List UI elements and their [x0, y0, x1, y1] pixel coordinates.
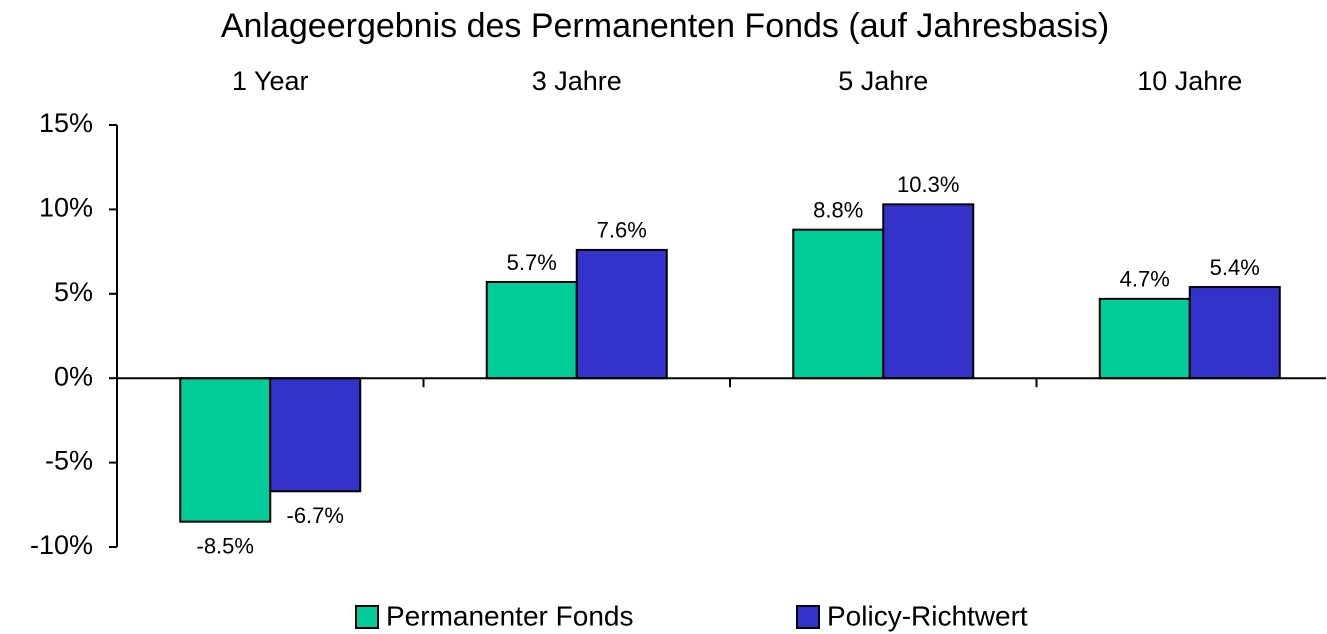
legend-label: Permanenter Fonds [386, 600, 633, 631]
bar [575, 248, 668, 380]
y-tick-label: 15% [39, 108, 93, 138]
data-label: 8.8% [813, 197, 863, 222]
bar [792, 228, 885, 380]
legend-swatch [796, 605, 820, 629]
y-tick-label: 10% [39, 193, 93, 223]
legend-label: Policy-Richtwert [827, 600, 1028, 631]
bar [269, 377, 362, 493]
bar [1188, 286, 1281, 380]
legend-swatch [355, 605, 379, 629]
y-tick-label: 5% [54, 277, 93, 307]
y-tick-label: -10% [30, 530, 93, 560]
chart-title: Anlageergebnis des Permanenten Fonds (au… [221, 7, 1109, 45]
data-label: -8.5% [197, 533, 254, 558]
y-tick-label: -5% [45, 446, 93, 476]
y-tick-label: 0% [54, 361, 93, 391]
bar [1098, 297, 1191, 380]
data-label: 7.6% [597, 218, 647, 243]
data-label: 10.3% [897, 172, 959, 197]
bar [485, 280, 578, 380]
data-label: 5.7% [507, 250, 557, 275]
category-label: 1 Year [232, 66, 309, 96]
bar [179, 377, 272, 523]
category-label: 10 Jahre [1137, 66, 1242, 96]
data-label: -6.7% [287, 503, 344, 528]
category-label: 3 Jahre [532, 66, 622, 96]
data-label: 4.7% [1120, 267, 1170, 292]
bar [882, 203, 975, 380]
data-label: 5.4% [1210, 255, 1260, 280]
category-label: 5 Jahre [838, 66, 928, 96]
